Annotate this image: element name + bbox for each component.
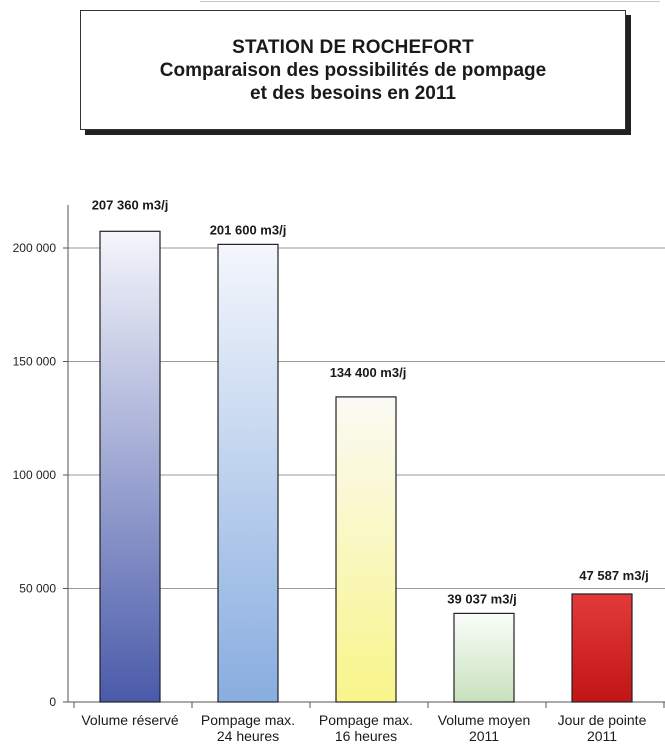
chart-title-line-3: et des besoins en 2011 [250,82,456,104]
x-tick-label: Volume réservé [81,712,178,728]
bar [217,243,279,703]
chart-title-line-1: STATION DE ROCHEFORT [232,36,474,58]
bar [99,230,161,703]
chart-title-line-2: Comparaison des possibilités de pompage [159,59,547,81]
data-label: 39 037 m3/j [447,591,516,606]
bar-layer [99,230,633,703]
data-label: 201 600 m3/j [210,222,287,237]
bar [571,593,633,703]
axis-layer: 0 50 000 100 000 150 000 200 000 [13,205,665,709]
x-tick-label: Jour de pointe 2011 [558,712,647,744]
x-tick-label: Pompage max. 24 heures [201,712,295,744]
data-label: 207 360 m3/j [92,197,169,212]
y-tick-label: 200 000 [13,241,57,255]
y-tick-label: 50 000 [19,582,56,596]
bar [335,396,397,703]
data-label: 47 587 m3/j [579,568,648,583]
chart-title-box: STATION DE ROCHEFORT Comparaison des pos… [80,10,626,130]
data-label: 134 400 m3/j [330,365,407,380]
label-layer: 207 360 m3/j Volume réservé 201 600 m3/j Po… [81,197,648,744]
top-rule [200,1,660,2]
x-tick-label: Volume moyen 2011 [438,712,531,744]
bar [453,612,515,703]
y-tick-label: 150 000 [13,355,57,369]
x-tick-label: Pompage max. 16 heures [319,712,413,744]
y-tick-label: 0 [49,695,56,709]
y-tick-label: 100 000 [13,468,57,482]
